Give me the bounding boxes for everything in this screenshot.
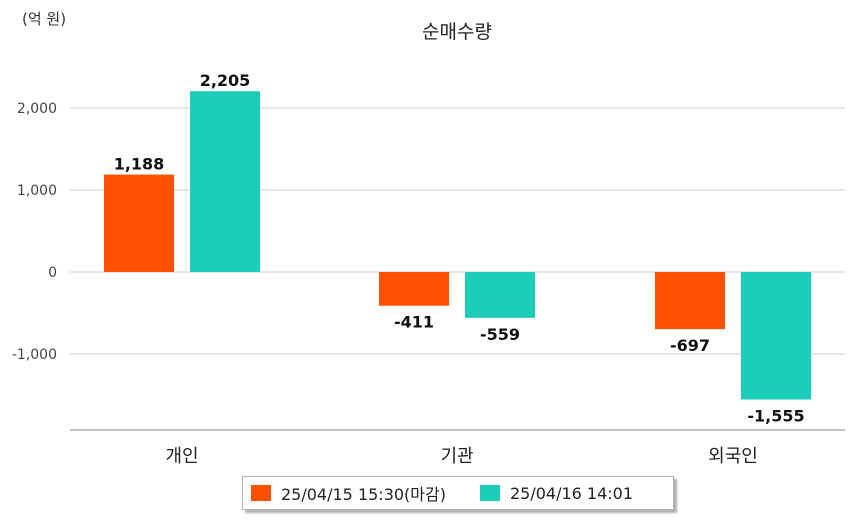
y-tick-label: 1,000 [17, 183, 57, 199]
x-tick-label: 기관 [440, 446, 473, 467]
data-label: -411 [394, 313, 434, 332]
x-tick-label: 외국인 [708, 446, 758, 467]
data-label: -559 [480, 325, 520, 344]
legend-item-series-2[interactable]: 25/04/16 14:01 [479, 483, 634, 503]
legend: 25/04/15 15:30(마감) 25/04/16 14:01 [242, 476, 674, 510]
legend-swatch-series-2 [479, 485, 500, 501]
data-label: 2,205 [200, 71, 251, 90]
chart-title: 순매수량 [422, 21, 492, 43]
data-label: 1,188 [114, 155, 165, 174]
bars [104, 91, 811, 400]
legend-item-series-1[interactable]: 25/04/15 15:30(마감) [251, 481, 446, 505]
y-tick-label: -1,000 [12, 347, 57, 363]
bar[interactable] [465, 272, 535, 318]
data-label: -1,555 [747, 407, 804, 426]
bar[interactable] [104, 174, 174, 272]
bar[interactable] [379, 272, 449, 306]
data-label: -697 [670, 336, 710, 355]
bar[interactable] [190, 91, 260, 272]
legend-label-series-2: 25/04/16 14:01 [509, 483, 634, 503]
unit-label: (억 원) [22, 10, 66, 28]
y-tick-label: 2,000 [17, 101, 57, 117]
gridlines [70, 107, 845, 355]
y-axis: 2,000 1,000 0 -1,000 [12, 101, 57, 363]
legend-label-series-1: 25/04/15 15:30(마감) [281, 485, 446, 504]
x-tick-label: 개인 [165, 446, 198, 467]
y-tick-label: 0 [48, 265, 57, 281]
bar[interactable] [655, 272, 725, 330]
legend-swatch-series-1 [251, 485, 271, 501]
value-labels: 1,188 2,205 -411 -559 -697 -1,555 [114, 71, 805, 425]
x-axis: 개인 기관 외국인 [70, 429, 845, 467]
bar[interactable] [741, 272, 811, 400]
